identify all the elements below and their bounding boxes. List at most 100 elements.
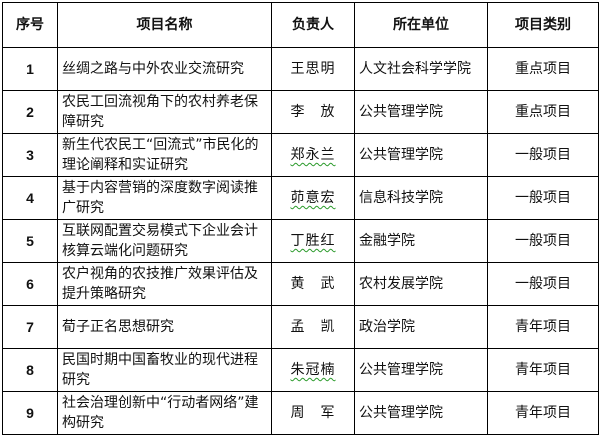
project-category-text: 一般项目 [515, 190, 571, 206]
project-name: 社会治理创新中“行动者网络”建构研究 [57, 391, 272, 435]
project-unit-text: 公共管理学院 [359, 104, 443, 120]
project-name-text: 社会治理创新中“行动者网络”建构研究 [62, 395, 259, 431]
project-category: 一般项目 [487, 219, 599, 263]
project-leader: 丁胜红 [271, 219, 355, 263]
project-category-text: 青年项目 [515, 362, 571, 378]
project-leader: 郑永兰 [271, 133, 355, 177]
header-row: 序号 项目名称 负责人 所在单位 项目类别 [2, 2, 599, 48]
project-leader: 朱冠楠 [271, 348, 355, 392]
project-category-text: 重点项目 [515, 104, 571, 120]
project-name: 基于内容营销的深度数字阅读推广研究 [57, 176, 272, 220]
project-name-text: 民国时期中国畜牧业的现代进程研究 [62, 352, 258, 388]
project-unit-text: 农村发展学院 [359, 276, 443, 292]
project-unit: 政治学院 [354, 305, 488, 349]
project-unit-text: 政治学院 [359, 319, 415, 335]
project-leader: 茆意宏 [271, 176, 355, 220]
project-table: 序号 项目名称 负责人 所在单位 项目类别 1 丝绸之路与中外农业交流研究 王思明 人… [2, 2, 599, 435]
project-unit: 人文社会科学学院 [354, 47, 488, 91]
project-category: 重点项目 [487, 90, 599, 134]
project-name: 农户视角的农技推广效果评估及提升策略研究 [57, 262, 272, 306]
table-row: 4 基于内容营销的深度数字阅读推广研究 茆意宏 信息科技学院 一般项目 [2, 176, 599, 220]
project-unit-text: 金融学院 [359, 233, 415, 249]
project-name: 互联网配置交易模式下企业会计核算云端化问题研究 [57, 219, 272, 263]
table-row: 3 新生代农民工“回流式”市民化的理论阐释和实证研究 郑永兰 公共管理学院 一般项目 [2, 133, 599, 177]
project-leader-text: 孟 凯 [290, 319, 336, 335]
header-no: 序号 [2, 2, 58, 48]
project-leader-text: 王思明 [290, 61, 336, 77]
table-row: 8 民国时期中国畜牧业的现代进程研究 朱冠楠 公共管理学院 青年项目 [2, 348, 599, 392]
project-unit: 公共管理学院 [354, 133, 488, 177]
project-leader: 李 放 [271, 90, 355, 134]
table-row: 1 丝绸之路与中外农业交流研究 王思明 人文社会科学学院 重点项目 [2, 47, 599, 91]
project-category-text: 一般项目 [515, 233, 571, 249]
project-leader-text: 李 放 [290, 104, 336, 120]
row-number-text: 6 [26, 276, 34, 292]
project-category: 青年项目 [487, 348, 599, 392]
project-name: 农民工回流视角下的农村养老保障研究 [57, 90, 272, 134]
project-unit: 公共管理学院 [354, 90, 488, 134]
row-number-text: 4 [26, 190, 34, 206]
row-number: 5 [2, 219, 58, 263]
project-name-text: 丝绸之路与中外农业交流研究 [62, 61, 244, 77]
project-category-text: 重点项目 [515, 61, 571, 77]
project-category: 青年项目 [487, 391, 599, 435]
project-unit-text: 信息科技学院 [359, 190, 443, 206]
row-number-text: 2 [26, 104, 34, 120]
row-number: 2 [2, 90, 58, 134]
project-unit: 公共管理学院 [354, 391, 488, 435]
row-number-text: 8 [26, 362, 34, 378]
header-unit: 所在单位 [354, 2, 488, 48]
project-category: 一般项目 [487, 176, 599, 220]
row-number: 9 [2, 391, 58, 435]
project-leader-text: 周 军 [290, 405, 336, 421]
project-name-text: 农户视角的农技推广效果评估及提升策略研究 [62, 266, 258, 302]
header-category: 项目类别 [487, 2, 599, 48]
project-category: 一般项目 [487, 133, 599, 177]
project-leader-text: 茆意宏 [290, 190, 336, 206]
project-name-text: 新生代农民工“回流式”市民化的理论阐释和实证研究 [62, 137, 259, 173]
project-unit: 农村发展学院 [354, 262, 488, 306]
project-category-text: 青年项目 [515, 319, 571, 335]
row-number: 6 [2, 262, 58, 306]
project-leader: 孟 凯 [271, 305, 355, 349]
project-unit: 信息科技学院 [354, 176, 488, 220]
project-unit-text: 公共管理学院 [359, 405, 443, 421]
table-row: 7 荀子正名思想研究 孟 凯 政治学院 青年项目 [2, 305, 599, 349]
project-name: 新生代农民工“回流式”市民化的理论阐释和实证研究 [57, 133, 272, 177]
project-leader-text: 丁胜红 [290, 233, 336, 249]
project-leader-text: 黄 武 [290, 276, 336, 292]
table-row: 5 互联网配置交易模式下企业会计核算云端化问题研究 丁胜红 金融学院 一般项目 [2, 219, 599, 263]
project-name-text: 荀子正名思想研究 [62, 319, 174, 335]
project-category: 一般项目 [487, 262, 599, 306]
header-leader: 负责人 [271, 2, 355, 48]
header-name: 项目名称 [57, 2, 272, 48]
row-number: 1 [2, 47, 58, 91]
project-category-text: 一般项目 [515, 276, 571, 292]
row-number-text: 1 [26, 61, 34, 77]
project-name-text: 互联网配置交易模式下企业会计核算云端化问题研究 [62, 223, 258, 259]
project-unit-text: 人文社会科学学院 [359, 61, 471, 77]
project-leader-text: 朱冠楠 [290, 362, 336, 378]
project-unit: 金融学院 [354, 219, 488, 263]
project-category: 重点项目 [487, 47, 599, 91]
table-row: 2 农民工回流视角下的农村养老保障研究 李 放 公共管理学院 重点项目 [2, 90, 599, 134]
row-number: 3 [2, 133, 58, 177]
project-leader: 王思明 [271, 47, 355, 91]
project-unit: 公共管理学院 [354, 348, 488, 392]
project-name: 民国时期中国畜牧业的现代进程研究 [57, 348, 272, 392]
table-row: 9 社会治理创新中“行动者网络”建构研究 周 军 公共管理学院 青年项目 [2, 391, 599, 435]
project-name-text: 基于内容营销的深度数字阅读推广研究 [62, 180, 258, 216]
project-leader: 黄 武 [271, 262, 355, 306]
row-number: 8 [2, 348, 58, 392]
row-number-text: 9 [26, 405, 34, 421]
row-number-text: 5 [26, 233, 34, 249]
project-name-text: 农民工回流视角下的农村养老保障研究 [62, 94, 258, 130]
row-number: 7 [2, 305, 58, 349]
row-number-text: 3 [26, 147, 34, 163]
row-number: 4 [2, 176, 58, 220]
project-unit-text: 公共管理学院 [359, 362, 443, 378]
row-number-text: 7 [26, 319, 34, 335]
project-category-text: 一般项目 [515, 147, 571, 163]
project-leader-text: 郑永兰 [290, 147, 336, 163]
table-row: 6 农户视角的农技推广效果评估及提升策略研究 黄 武 农村发展学院 一般项目 [2, 262, 599, 306]
